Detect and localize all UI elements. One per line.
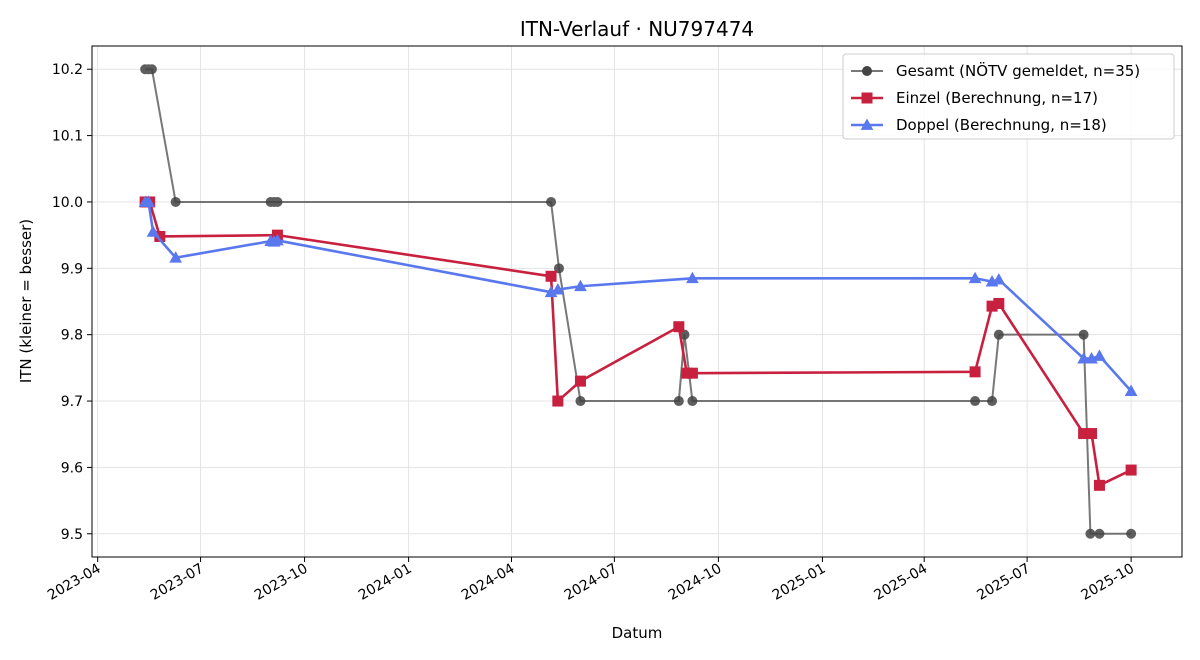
data-point [142,195,155,207]
data-point [169,251,183,263]
series-line [145,68,1132,535]
y-tick-label: 9.9 [61,261,83,277]
x-tick-label: 2025-01 [770,561,829,604]
series-markers [138,195,1138,396]
x-tick-label: 2024-04 [459,561,518,604]
data-point [575,396,586,407]
data-point [1124,384,1138,396]
legend: Gesamt (NÖTV gemeldet, n=35) Einzel (Bere… [842,53,1175,140]
y-tick-label: 9.6 [61,460,83,476]
plot-frame [91,45,1183,558]
data-point [1078,329,1089,340]
data-point [272,196,283,207]
series-markers [139,196,1137,491]
data-point [545,270,557,282]
x-tick-label: 2023-04 [45,561,104,604]
data-point [574,375,586,387]
data-point [1126,528,1137,539]
x-tick-label: 2023-07 [148,561,207,604]
legend-label: Doppel (Berechnung, n=18) [896,116,1107,134]
x-tick-label: 2025-07 [974,561,1033,604]
data-point [687,396,698,407]
data-point [987,396,998,407]
data-point [970,396,981,407]
x-tick-label: 2024-07 [562,561,621,604]
data-point [1085,528,1096,539]
y-tick-label: 10.2 [52,62,83,78]
legend-item-gesamt: Gesamt (NÖTV gemeldet, n=35) [851,61,1140,80]
data-point [992,273,1006,285]
legend-marker [860,118,874,130]
data-point [146,225,160,237]
data-point [1125,464,1137,476]
data-point [673,396,684,407]
data-point [271,233,284,246]
y-tick-label: 10.1 [52,129,83,145]
x-axis-label: Datum [612,624,663,642]
data-point [1093,349,1106,361]
data-point [673,321,685,333]
series-layer [138,64,1138,539]
data-point [969,366,981,378]
x-tick-label: 2025-10 [1078,561,1137,604]
data-point [1094,528,1105,539]
y-tick-label: 9.7 [61,394,83,410]
data-point [1077,352,1090,364]
legend-marker [861,92,873,104]
legend-label: Einzel (Berechnung, n=17) [896,89,1098,107]
data-point [993,329,1004,340]
y-tick-label: 9.5 [61,527,83,543]
legend-marker [862,66,872,76]
y-axis-label: ITN (kleiner = besser) [17,219,35,383]
data-point [686,367,698,379]
series-gesamt [140,64,1137,539]
series-einzel [139,196,1137,491]
data-point [146,64,157,75]
series-doppel [138,195,1138,396]
x-tick-label: 2025-04 [872,561,931,604]
y-axis: 9.5 9.6 9.7 9.8 9.9 10.0 10.1 10.2 [52,62,92,543]
data-point [553,263,564,274]
series-line [145,200,1133,392]
series-markers [140,64,1137,539]
data-point [551,283,565,295]
data-point [1086,428,1098,440]
data-point [546,196,557,207]
x-tick-label: 2024-01 [356,561,415,604]
legend-label: Gesamt (NÖTV gemeldet, n=35) [896,61,1140,80]
legend-item-doppel: Doppel (Berechnung, n=18) [851,116,1107,134]
data-point [574,279,587,292]
data-point [170,196,181,207]
data-point [686,271,699,284]
y-tick-label: 9.8 [61,328,83,344]
legend-item-einzel: Einzel (Berechnung, n=17) [851,89,1098,107]
chart-title: ITN-Verlauf · NU797474 [520,17,754,41]
data-point [552,395,564,407]
data-point [1093,479,1105,491]
data-point [968,271,982,284]
legend-box [842,53,1175,140]
data-point [993,297,1005,309]
x-tick-label: 2023-10 [252,561,311,604]
x-tick-label: 2024-10 [666,561,725,604]
x-axis: 2023-04 2023-07 2023-10 2024-01 2024-04 2024-… [45,557,1137,604]
y-tick-label: 10.0 [52,195,83,211]
